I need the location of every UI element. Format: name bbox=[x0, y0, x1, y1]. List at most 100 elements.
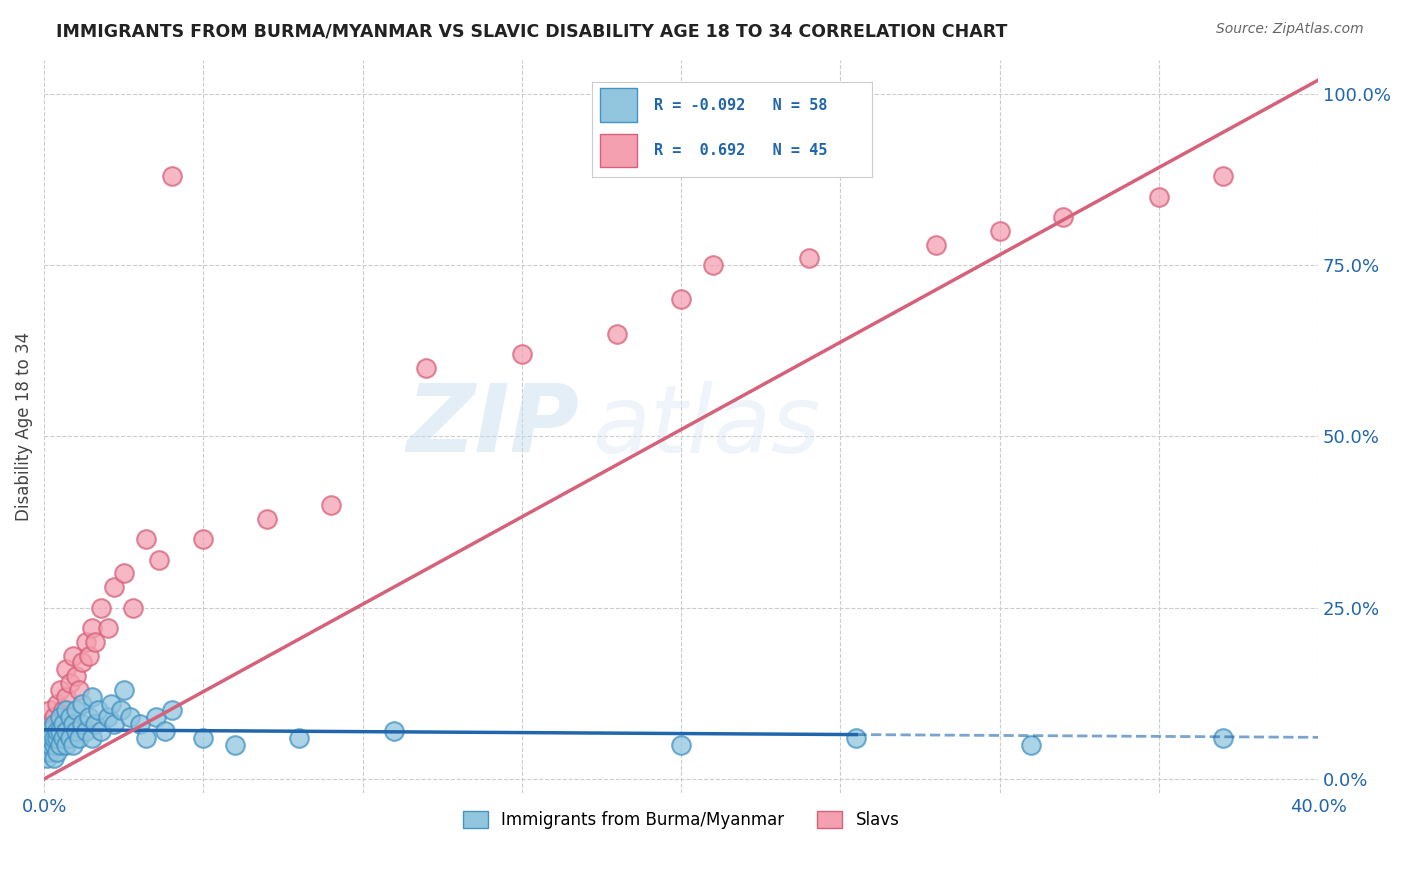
Point bbox=[120, 710, 142, 724]
Point bbox=[135, 731, 157, 745]
Point bbox=[52, 703, 75, 717]
Point bbox=[55, 662, 77, 676]
Point bbox=[37, 724, 59, 739]
Point bbox=[42, 731, 65, 745]
Point bbox=[110, 703, 132, 717]
Point bbox=[193, 731, 215, 745]
Point bbox=[988, 224, 1011, 238]
Point bbox=[42, 738, 65, 752]
Point bbox=[42, 751, 65, 765]
Point bbox=[80, 731, 103, 745]
Point bbox=[925, 237, 948, 252]
Point bbox=[224, 738, 246, 752]
Point bbox=[49, 724, 72, 739]
Point bbox=[58, 676, 80, 690]
Point bbox=[128, 717, 150, 731]
Point bbox=[90, 724, 112, 739]
Point bbox=[669, 293, 692, 307]
Point bbox=[39, 703, 62, 717]
Point bbox=[62, 648, 84, 663]
Point bbox=[606, 326, 628, 341]
Point bbox=[45, 731, 67, 745]
Point bbox=[103, 717, 125, 731]
Point bbox=[84, 717, 107, 731]
Point bbox=[32, 745, 55, 759]
Point bbox=[65, 669, 87, 683]
Point bbox=[39, 738, 62, 752]
Point bbox=[67, 731, 90, 745]
Point bbox=[42, 731, 65, 745]
Point bbox=[153, 724, 176, 739]
Point bbox=[49, 710, 72, 724]
Point bbox=[55, 724, 77, 739]
Point bbox=[1212, 731, 1234, 745]
Point bbox=[55, 703, 77, 717]
Point bbox=[256, 511, 278, 525]
Point bbox=[84, 635, 107, 649]
Point bbox=[77, 710, 100, 724]
Point bbox=[49, 682, 72, 697]
Point bbox=[1021, 738, 1043, 752]
Point bbox=[58, 731, 80, 745]
Point bbox=[55, 690, 77, 704]
Y-axis label: Disability Age 18 to 34: Disability Age 18 to 34 bbox=[15, 332, 32, 521]
Point bbox=[67, 682, 90, 697]
Text: atlas: atlas bbox=[592, 381, 820, 472]
Point bbox=[145, 710, 167, 724]
Point bbox=[55, 738, 77, 752]
Point bbox=[62, 738, 84, 752]
Point bbox=[90, 600, 112, 615]
Point bbox=[58, 710, 80, 724]
Point bbox=[49, 738, 72, 752]
Point bbox=[1052, 210, 1074, 224]
Point bbox=[37, 738, 59, 752]
Legend: Immigrants from Burma/Myanmar, Slavs: Immigrants from Burma/Myanmar, Slavs bbox=[456, 804, 907, 836]
Point bbox=[87, 703, 110, 717]
Point bbox=[72, 656, 94, 670]
Point bbox=[72, 697, 94, 711]
Point bbox=[702, 258, 724, 272]
Point bbox=[45, 697, 67, 711]
Point bbox=[112, 566, 135, 581]
Point bbox=[45, 724, 67, 739]
Point bbox=[103, 580, 125, 594]
Point bbox=[75, 635, 97, 649]
Point bbox=[80, 621, 103, 635]
Text: Source: ZipAtlas.com: Source: ZipAtlas.com bbox=[1216, 22, 1364, 37]
Point bbox=[52, 731, 75, 745]
Point bbox=[65, 703, 87, 717]
Point bbox=[45, 745, 67, 759]
Point bbox=[37, 751, 59, 765]
Point bbox=[135, 532, 157, 546]
Point bbox=[845, 731, 868, 745]
Point bbox=[797, 252, 820, 266]
Point bbox=[42, 717, 65, 731]
Point bbox=[80, 690, 103, 704]
Point bbox=[97, 710, 120, 724]
Point bbox=[42, 710, 65, 724]
Point bbox=[319, 498, 342, 512]
Point bbox=[148, 552, 170, 566]
Point bbox=[669, 738, 692, 752]
Point bbox=[193, 532, 215, 546]
Point bbox=[160, 703, 183, 717]
Point bbox=[32, 745, 55, 759]
Point bbox=[1212, 169, 1234, 183]
Point bbox=[37, 738, 59, 752]
Point bbox=[510, 347, 533, 361]
Point bbox=[39, 724, 62, 739]
Point bbox=[160, 169, 183, 183]
Point bbox=[384, 724, 406, 739]
Point bbox=[75, 724, 97, 739]
Point bbox=[122, 600, 145, 615]
Point bbox=[52, 717, 75, 731]
Point bbox=[37, 717, 59, 731]
Point bbox=[45, 717, 67, 731]
Point bbox=[39, 731, 62, 745]
Point bbox=[1147, 189, 1170, 203]
Point bbox=[32, 731, 55, 745]
Point bbox=[49, 724, 72, 739]
Point bbox=[415, 360, 437, 375]
Point bbox=[39, 745, 62, 759]
Point bbox=[72, 717, 94, 731]
